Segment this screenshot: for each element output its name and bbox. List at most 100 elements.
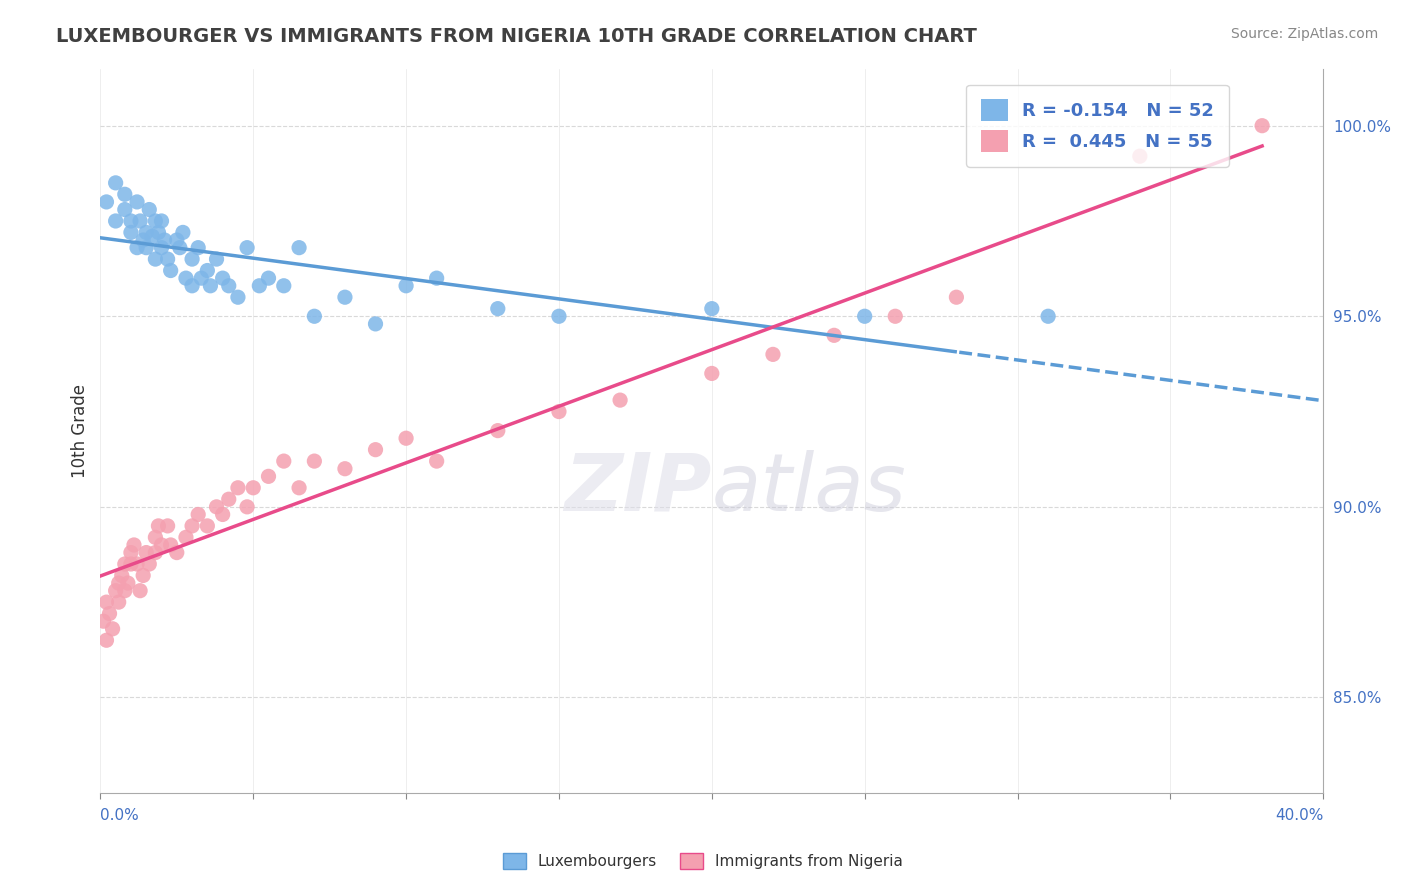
Point: [122, 538, 145, 552]
Point: [96, 595, 118, 609]
Point: [195, 263, 218, 277]
Point: [135, 226, 157, 240]
Point: [364, 442, 387, 457]
Point: [426, 271, 449, 285]
Point: [129, 214, 152, 228]
Point: [395, 278, 418, 293]
Point: [114, 557, 136, 571]
Point: [104, 583, 127, 598]
Text: ZIP: ZIP: [564, 450, 711, 527]
Point: [107, 595, 129, 609]
Point: [226, 290, 249, 304]
Point: [174, 530, 197, 544]
Legend: Luxembourgers, Immigrants from Nigeria: Luxembourgers, Immigrants from Nigeria: [496, 847, 910, 875]
Point: [218, 492, 240, 507]
Point: [762, 347, 785, 361]
Text: atlas: atlas: [711, 450, 907, 527]
Point: [101, 622, 124, 636]
Point: [548, 310, 571, 324]
Point: [153, 233, 176, 247]
Point: [304, 454, 326, 468]
Point: [288, 481, 311, 495]
Point: [333, 461, 356, 475]
Point: [187, 508, 209, 522]
Point: [288, 241, 311, 255]
Point: [135, 241, 157, 255]
Point: [181, 519, 204, 533]
Point: [107, 576, 129, 591]
Point: [138, 557, 160, 571]
Legend: R = -0.154   N = 52, R =  0.445   N = 55: R = -0.154 N = 52, R = 0.445 N = 55: [966, 85, 1229, 167]
Point: [273, 454, 295, 468]
Point: [129, 583, 152, 598]
Point: [181, 278, 204, 293]
Point: [114, 202, 136, 217]
Point: [609, 393, 631, 408]
Point: [125, 557, 148, 571]
Point: [226, 481, 249, 495]
Point: [150, 538, 173, 552]
Point: [93, 614, 115, 628]
Point: [125, 241, 148, 255]
Text: Source: ZipAtlas.com: Source: ZipAtlas.com: [1230, 27, 1378, 41]
Point: [159, 263, 181, 277]
Point: [150, 214, 173, 228]
Point: [174, 271, 197, 285]
Point: [145, 252, 167, 266]
Point: [200, 278, 222, 293]
Point: [333, 290, 356, 304]
Point: [853, 310, 876, 324]
Point: [141, 229, 163, 244]
Text: 40.0%: 40.0%: [1275, 808, 1323, 823]
Point: [138, 202, 160, 217]
Point: [96, 194, 118, 209]
Point: [426, 454, 449, 468]
Point: [169, 241, 191, 255]
Point: [166, 545, 188, 559]
Point: [104, 176, 127, 190]
Point: [700, 367, 723, 381]
Point: [205, 500, 228, 514]
Text: 0.0%: 0.0%: [100, 808, 139, 823]
Point: [1129, 149, 1152, 163]
Point: [945, 290, 967, 304]
Point: [156, 252, 179, 266]
Point: [148, 226, 170, 240]
Point: [236, 241, 259, 255]
Point: [242, 481, 264, 495]
Point: [132, 233, 155, 247]
Point: [486, 424, 509, 438]
Point: [247, 278, 270, 293]
Point: [187, 241, 209, 255]
Point: [145, 545, 167, 559]
Point: [205, 252, 228, 266]
Point: [156, 519, 179, 533]
Point: [135, 545, 157, 559]
Point: [125, 194, 148, 209]
Point: [257, 271, 280, 285]
Point: [548, 404, 571, 418]
Point: [150, 241, 173, 255]
Point: [120, 214, 142, 228]
Point: [257, 469, 280, 483]
Point: [120, 545, 142, 559]
Point: [120, 557, 142, 571]
Point: [236, 500, 259, 514]
Point: [195, 519, 218, 533]
Point: [395, 431, 418, 445]
Point: [114, 187, 136, 202]
Point: [145, 530, 167, 544]
Point: [181, 252, 204, 266]
Point: [486, 301, 509, 316]
Point: [148, 519, 170, 533]
Point: [145, 214, 167, 228]
Point: [96, 633, 118, 648]
Point: [166, 233, 188, 247]
Point: [1251, 119, 1274, 133]
Point: [132, 568, 155, 582]
Point: [98, 607, 121, 621]
Point: [823, 328, 845, 343]
Point: [159, 538, 181, 552]
Point: [218, 278, 240, 293]
Point: [111, 568, 134, 582]
